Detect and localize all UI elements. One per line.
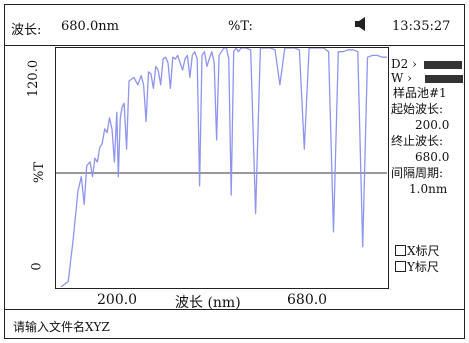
y-axis-label: %T bbox=[32, 161, 48, 184]
end-wavelength-value: 680.0 bbox=[415, 150, 450, 164]
x-scale-label: X标尺 bbox=[407, 244, 440, 258]
interval-label: 间隔周期: bbox=[391, 166, 444, 180]
clock-time: 13:35:27 bbox=[392, 19, 451, 34]
start-wavelength-value: 200.0 bbox=[415, 118, 450, 132]
x-tick-left: 200.0 bbox=[97, 292, 138, 308]
x-axis-label: 波长 (nm) bbox=[175, 295, 241, 311]
y-scale-checkbox[interactable] bbox=[395, 261, 406, 272]
w-lamp-label: W bbox=[391, 71, 404, 85]
end-wavelength-label: 终止波长: bbox=[391, 134, 444, 148]
x-scale-checkbox[interactable] bbox=[395, 245, 406, 256]
w-lamp-bar bbox=[424, 74, 463, 83]
spectrum-plot[interactable] bbox=[55, 47, 389, 289]
interval-value: 1.0nm bbox=[409, 182, 448, 196]
header-divider bbox=[5, 45, 464, 46]
app-frame: 波长: 680.0nm %T: 13:35:27 120.0 %T 0 200.… bbox=[4, 4, 465, 339]
wavelength-label: 波长: bbox=[11, 23, 42, 38]
y-scale-option[interactable]: Y标尺 bbox=[395, 260, 439, 275]
x-scale-option[interactable]: X标尺 bbox=[395, 244, 440, 259]
mode-label: %T: bbox=[228, 19, 253, 34]
y-tick-bottom: 0 bbox=[29, 262, 45, 271]
spectrum-series-line bbox=[60, 47, 387, 288]
start-wavelength-label: 起始波长: bbox=[391, 102, 444, 116]
d2-lamp-label: D2 bbox=[391, 57, 409, 71]
wavelength-value: 680.0nm bbox=[61, 19, 119, 34]
y-scale-label: Y标尺 bbox=[407, 260, 439, 274]
d2-arrow-icon: › bbox=[412, 57, 417, 71]
w-lamp-row: W › bbox=[391, 71, 463, 86]
y-tick-top: 120.0 bbox=[26, 59, 42, 98]
status-divider bbox=[5, 309, 464, 310]
x-tick-right: 680.0 bbox=[287, 292, 328, 308]
d2-lamp-row: D2 › bbox=[391, 57, 462, 72]
w-arrow-icon: › bbox=[407, 71, 412, 85]
header-bar: 波长: 680.0nm %T: 13:35:27 bbox=[5, 5, 464, 45]
sample-cell: 样品池#1 bbox=[393, 86, 447, 100]
d2-lamp-bar bbox=[423, 60, 462, 69]
speaker-icon[interactable] bbox=[354, 17, 368, 31]
spectrum-svg bbox=[56, 47, 387, 288]
status-prompt: 请输入文件名XYZ bbox=[13, 320, 110, 334]
